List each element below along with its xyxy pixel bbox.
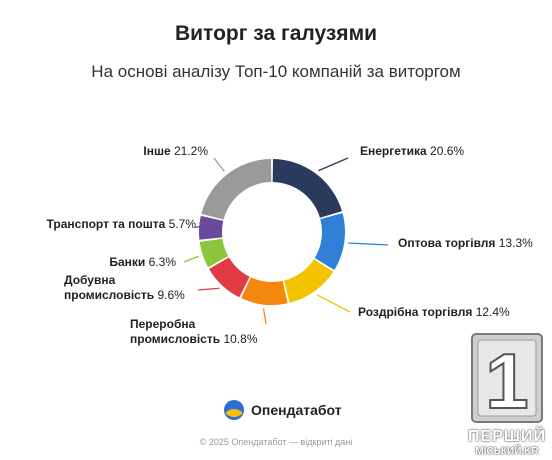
slice-label: Транспорт та пошта 5.7% <box>47 217 197 231</box>
leader-line <box>194 225 203 229</box>
slice-label: Добувна промисловість 9.6% <box>64 273 185 302</box>
slice-label: Інше 21.2% <box>143 144 208 158</box>
watermark-line1: ПЕРШИЙ <box>468 428 546 445</box>
opendatabot-logo-icon <box>224 400 244 420</box>
donut-slice <box>209 257 250 298</box>
brand: Опендатабот <box>223 399 342 421</box>
leader-line <box>262 308 267 325</box>
slice-label: Переробна промисловість 10.8% <box>130 317 258 346</box>
watermark-line2: МІСЬКИЙ.KR <box>475 446 539 457</box>
leader-line <box>213 157 225 172</box>
donut-slice <box>272 159 342 218</box>
brand-name: Опендатабот <box>251 402 342 418</box>
donut-slice <box>284 259 334 303</box>
watermark-one-icon: 1 <box>471 333 543 426</box>
donut-slice <box>198 215 224 240</box>
leader-line <box>318 157 349 172</box>
leader-line <box>197 287 220 291</box>
watermark-digit: 1 <box>485 337 528 425</box>
donut-slice <box>199 238 229 268</box>
donut-slice <box>201 159 272 220</box>
leader-line <box>183 255 200 263</box>
leader-line <box>348 242 389 246</box>
footer-credit: © 2025 Опендатабот — відкриті дані <box>199 437 353 447</box>
slice-label: Роздрібна торгівля 12.4% <box>358 305 510 319</box>
watermark: 1 ПЕРШИЙ МІСЬКИЙ.KR <box>462 328 552 460</box>
donut-slice <box>314 213 345 270</box>
chart-subtitle: На основі аналізу Топ-10 компаній за вит… <box>91 62 461 81</box>
slice-label: Банки 6.3% <box>109 255 176 269</box>
chart-title: Виторг за галузями <box>174 22 378 45</box>
slice-label: Енергетика 20.6% <box>360 144 464 158</box>
leader-line <box>316 294 351 313</box>
slice-label: Оптова торгівля 13.3% <box>398 236 533 250</box>
donut-slice <box>241 277 288 306</box>
